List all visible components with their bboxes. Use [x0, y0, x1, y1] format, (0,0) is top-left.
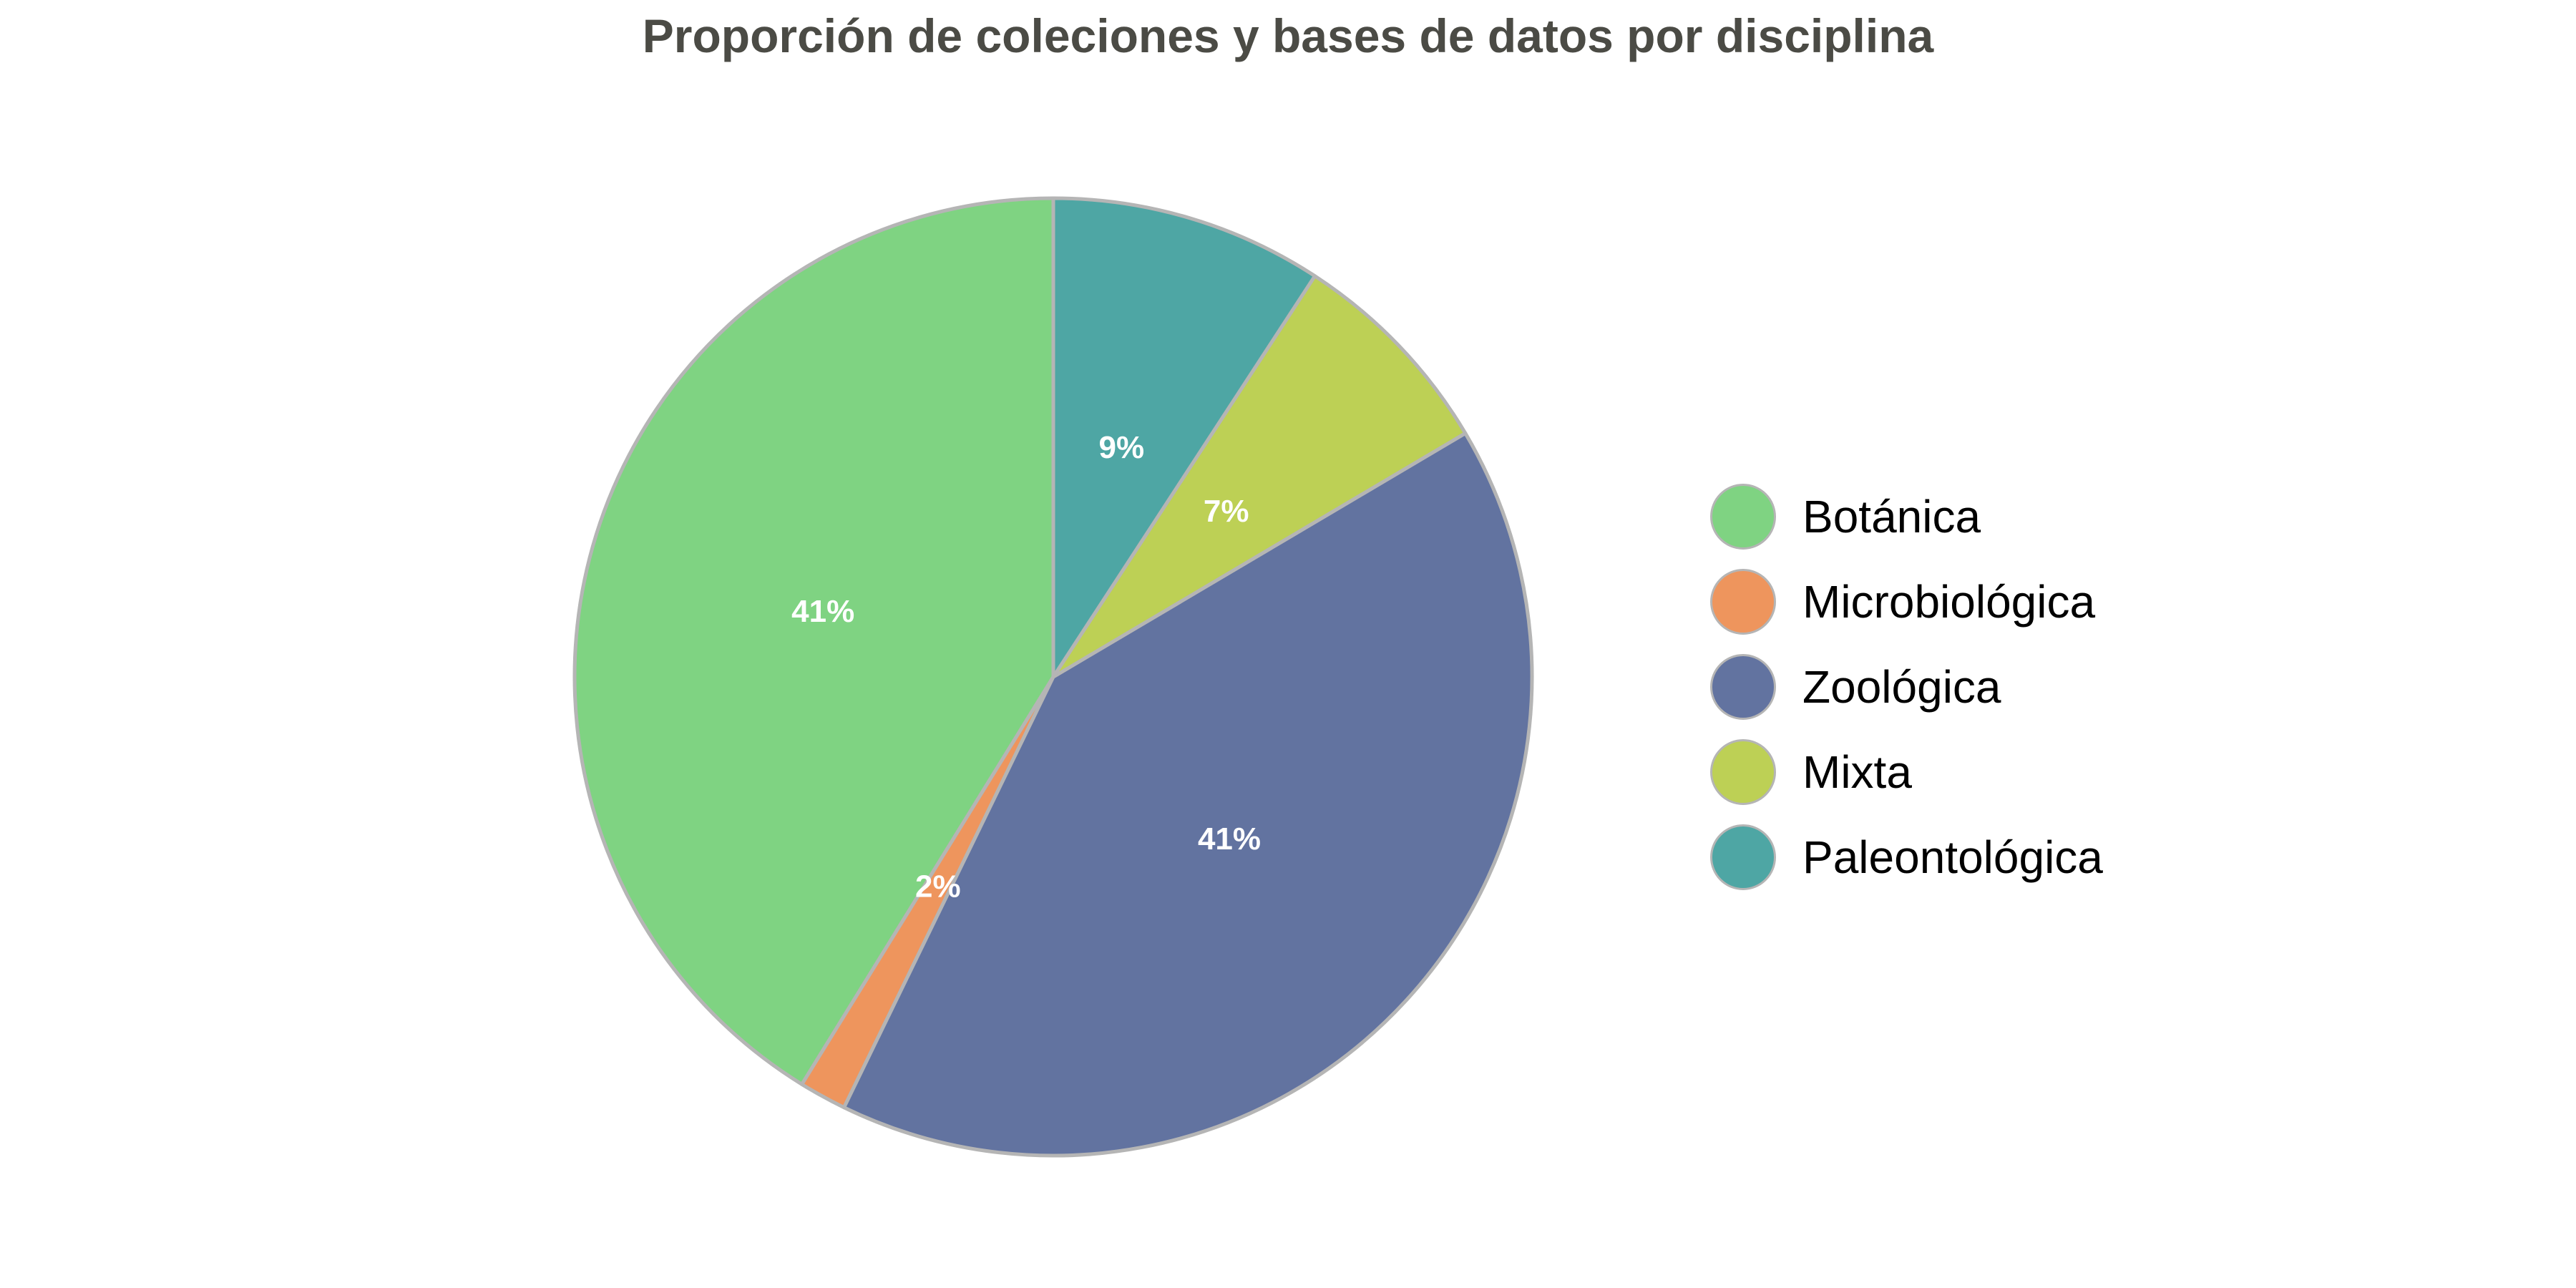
pie-slice-mixta — [1051, 274, 1468, 679]
pie-label-microbiologica: 2% — [915, 869, 961, 904]
legend: Botánica Microbiológica Zoológica Mixta Pale… — [1710, 474, 2103, 899]
legend-item-microbiologica: Microbiológica — [1710, 559, 2103, 644]
legend-item-zoologica: Zoológica — [1710, 644, 2103, 729]
legend-swatch-mixta — [1710, 738, 1776, 805]
pie-label-zoologica: 41% — [1198, 821, 1261, 857]
legend-label-paleontologica: Paleontológica — [1802, 831, 2103, 883]
pie-label-mixta: 7% — [1204, 494, 1249, 529]
chart-title: Proporción de coleciones y bases de dato… — [642, 9, 1934, 62]
pie-slice-zoologica — [842, 431, 1534, 1158]
pie-label-botanica: 41% — [791, 594, 854, 629]
pie-slice-paleontologica — [1051, 196, 1317, 679]
legend-item-botanica: Botánica — [1710, 474, 2103, 559]
legend-label-mixta: Mixta — [1802, 746, 1912, 798]
pie-slice-botanica — [572, 196, 1055, 1086]
legend-label-microbiologica: Microbiológica — [1802, 575, 2096, 628]
legend-swatch-zoologica — [1710, 653, 1776, 720]
legend-item-paleontologica: Paleontológica — [1710, 814, 2103, 899]
legend-label-zoologica: Zoológica — [1802, 660, 2001, 713]
legend-label-botanica: Botánica — [1802, 490, 1981, 542]
legend-swatch-botanica — [1710, 483, 1776, 550]
legend-swatch-microbiologica — [1710, 568, 1776, 635]
pie-label-paleontologica: 9% — [1099, 430, 1145, 465]
legend-swatch-paleontologica — [1710, 824, 1776, 890]
legend-item-mixta: Mixta — [1710, 729, 2103, 814]
